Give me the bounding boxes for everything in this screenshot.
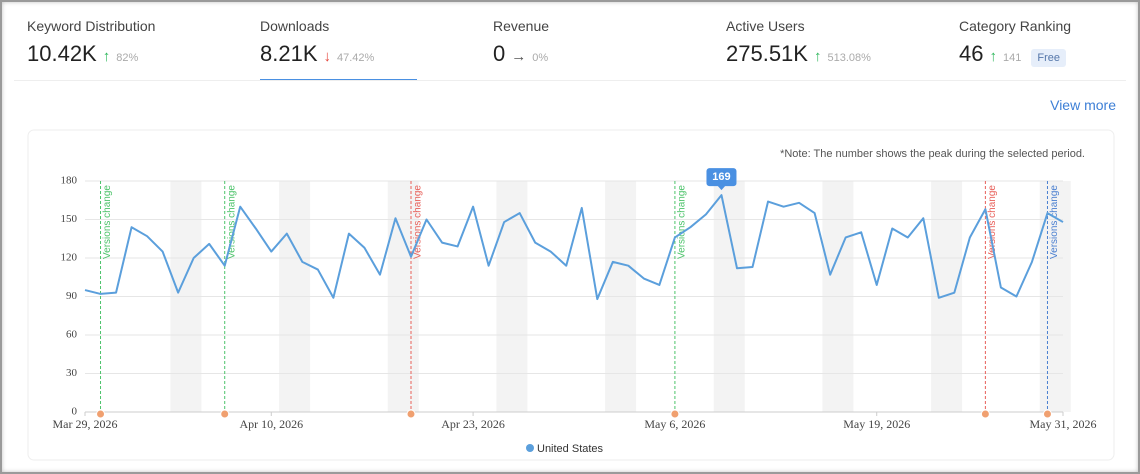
x-tick-label: Mar 29, 2026 bbox=[53, 417, 118, 431]
separator bbox=[14, 80, 1126, 81]
annotation-dot bbox=[220, 409, 230, 419]
x-tick-label: May 6, 2026 bbox=[644, 417, 705, 431]
legend-swatch bbox=[526, 444, 534, 452]
stat-value: 8.21K bbox=[260, 41, 318, 66]
annotation-dot bbox=[670, 409, 680, 419]
stat-row: 46 ↑ 141 Free bbox=[959, 41, 1140, 67]
stat-value: 10.42K bbox=[27, 41, 97, 66]
stat-value: 0 bbox=[493, 41, 506, 66]
trend-arrow: → bbox=[511, 48, 527, 65]
stat-row: 0 → 0% bbox=[493, 41, 713, 67]
peak-label: 169 bbox=[712, 171, 730, 183]
stat-change: 513.08% bbox=[827, 52, 871, 64]
trend-arrow: ↑ bbox=[813, 48, 822, 65]
x-tick-label: May 19, 2026 bbox=[843, 417, 910, 431]
stat-row: 275.51K ↑ 513.08% bbox=[726, 41, 946, 67]
stat-card[interactable]: Downloads 8.21K ↓ 47.42% bbox=[260, 18, 480, 81]
trend-arrow: ↑ bbox=[102, 48, 111, 65]
stat-change: 47.42% bbox=[337, 52, 375, 64]
y-tick-label: 90 bbox=[66, 290, 78, 302]
annotation-dot bbox=[96, 409, 106, 419]
stat-change: 141 bbox=[1002, 52, 1022, 64]
annotation-dot bbox=[980, 409, 990, 419]
stat-card[interactable]: Keyword Distribution 10.42K ↑ 82% bbox=[27, 18, 247, 67]
y-tick-label: 120 bbox=[61, 252, 78, 264]
stat-label: Keyword Distribution bbox=[27, 18, 156, 34]
chart-note: *Note: The number shows the peak during … bbox=[780, 148, 1085, 160]
series-line bbox=[84, 194, 1064, 301]
annotation-label: Versions change bbox=[677, 185, 688, 259]
view-more-link[interactable]: View more bbox=[1050, 97, 1116, 113]
stat-card[interactable]: Category Ranking 46 ↑ 141 Free bbox=[959, 18, 1140, 67]
stat-label: Revenue bbox=[493, 18, 550, 34]
stat-card[interactable]: Revenue 0 → 0% bbox=[493, 18, 713, 67]
stat-label: Category Ranking bbox=[959, 18, 1072, 34]
y-tick-label: 60 bbox=[66, 329, 78, 341]
stat-badge: Free bbox=[1031, 49, 1066, 67]
trend-arrow: ↓ bbox=[323, 48, 332, 65]
x-tick-label: Apr 23, 2026 bbox=[441, 417, 505, 431]
annotation-label: Versions change bbox=[413, 185, 424, 259]
stat-card[interactable]: Active Users 275.51K ↑ 513.08% bbox=[726, 18, 946, 67]
annotation-label: Versions change bbox=[1049, 185, 1060, 259]
stat-change: 0% bbox=[532, 52, 549, 64]
y-tick-label: 150 bbox=[61, 213, 78, 225]
y-tick-label: 180 bbox=[61, 175, 78, 187]
peak-bubble bbox=[706, 168, 737, 187]
stat-label: Downloads bbox=[260, 18, 330, 34]
stat-value: 275.51K bbox=[726, 41, 808, 66]
x-tick-label: May 31, 2026 bbox=[1030, 417, 1097, 431]
stat-label: Active Users bbox=[726, 18, 805, 34]
annotation-label: Versions change bbox=[987, 185, 998, 259]
annotation-label: Versions change bbox=[226, 185, 237, 259]
annotation-dot bbox=[406, 409, 416, 419]
stat-value: 46 bbox=[959, 41, 984, 66]
peak-pointer bbox=[717, 185, 726, 191]
annotation-dot bbox=[1042, 409, 1052, 419]
stat-change: 82% bbox=[116, 52, 139, 64]
y-tick-label: 0 bbox=[72, 406, 78, 418]
y-tick-label: 30 bbox=[66, 367, 78, 379]
stat-row: 8.21K ↓ 47.42% bbox=[260, 41, 480, 67]
legend-label: United States bbox=[537, 443, 604, 455]
annotation-label: Versions change bbox=[102, 185, 113, 259]
stat-row: 10.42K ↑ 82% bbox=[27, 41, 247, 67]
x-tick-label: Apr 10, 2026 bbox=[239, 417, 303, 431]
trend-arrow: ↑ bbox=[989, 48, 997, 65]
